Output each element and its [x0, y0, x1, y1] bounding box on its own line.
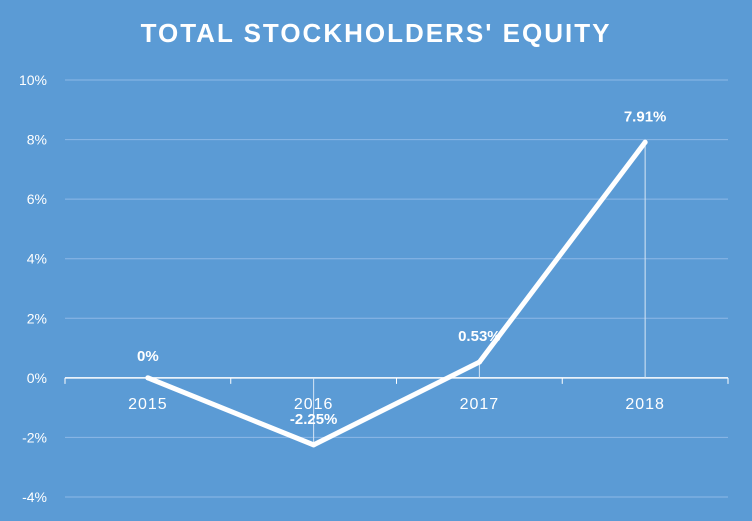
y-tick-label: -4%	[22, 489, 47, 505]
y-tick-label: 0%	[27, 370, 47, 386]
x-tick-label: 2015	[128, 396, 168, 413]
y-tick-label: 6%	[27, 191, 47, 207]
data-label: 0.53%	[458, 328, 501, 345]
data-point	[642, 139, 648, 145]
data-label: -2.25%	[290, 411, 338, 428]
y-tick-label: 2%	[27, 310, 47, 326]
chart-title: TOTAL STOCKHOLDERS' EQUITY	[140, 18, 612, 48]
data-point	[476, 359, 482, 365]
data-label: 7.91%	[624, 108, 667, 125]
data-label: 0%	[137, 348, 159, 365]
y-tick-label: 4%	[27, 251, 47, 267]
y-tick-label: 8%	[27, 132, 47, 148]
y-tick-label: 10%	[19, 72, 47, 88]
x-tick-label: 2018	[625, 396, 665, 413]
data-point	[311, 442, 317, 448]
y-tick-label: -2%	[22, 429, 47, 445]
series-line	[145, 139, 648, 448]
data-point	[145, 375, 151, 381]
x-tick-label: 2017	[460, 396, 500, 413]
